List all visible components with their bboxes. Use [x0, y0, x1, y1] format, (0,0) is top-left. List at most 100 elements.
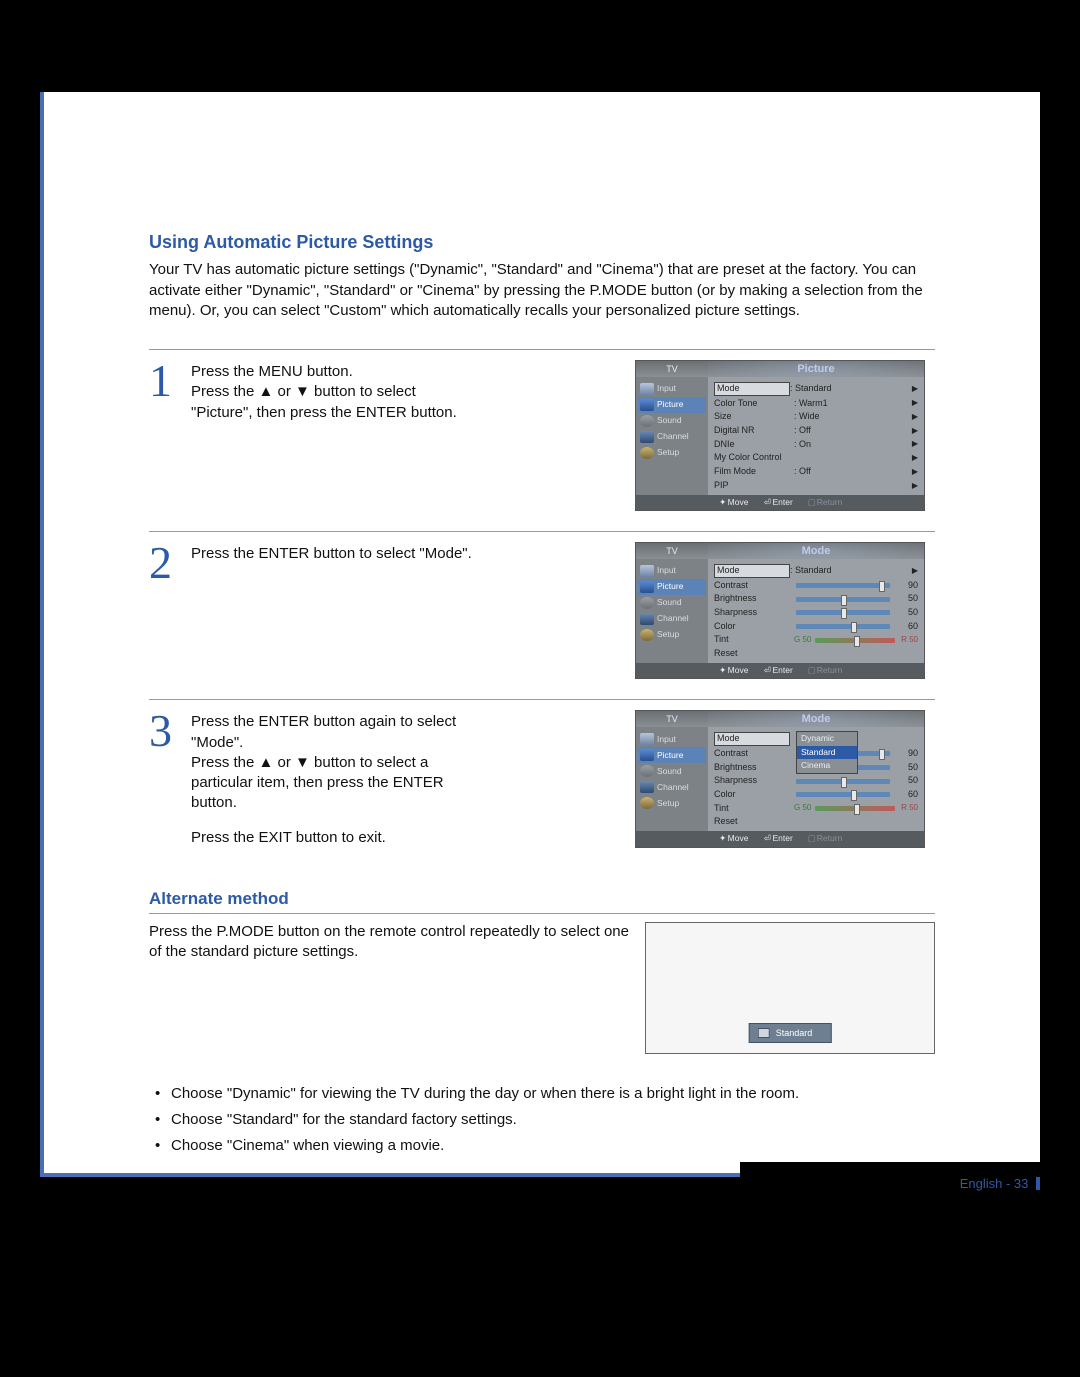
tv-main-panel: Mode: Standard▶ Contrast90 Brightness50 … — [708, 559, 924, 663]
tv-side-label: Channel — [657, 782, 689, 793]
menu-item-label: Brightness — [714, 593, 794, 605]
step-line: "Mode". — [191, 733, 619, 753]
slider-value: 50 — [894, 607, 918, 619]
tv-label: TV — [636, 361, 708, 377]
channel-icon — [640, 781, 654, 793]
pmode-badge: Standard — [749, 1023, 832, 1043]
mode-popup: Dynamic Standard Cinema — [796, 731, 858, 773]
setup-icon — [640, 797, 654, 809]
step-line: button. — [191, 793, 619, 813]
sound-icon — [640, 597, 654, 609]
sound-icon — [640, 765, 654, 777]
tv-footer: ✦Move ⏎Enter ▢Return — [636, 495, 924, 510]
footer-label: Enter — [772, 833, 792, 843]
tv-footer: ✦Move ⏎Enter ▢Return — [636, 663, 924, 678]
menu-item-label: Reset — [714, 648, 794, 660]
menu-item-value: : Off — [794, 425, 910, 437]
footer-label: Move — [728, 833, 749, 843]
menu-item-label: Tint — [714, 803, 794, 815]
tv-side-label: Sound — [657, 766, 682, 777]
tv-side-label: Sound — [657, 415, 682, 426]
intro-text: Your TV has automatic picture settings (… — [149, 260, 935, 321]
setup-icon — [640, 629, 654, 641]
slider-bar — [796, 779, 890, 784]
sound-icon — [640, 415, 654, 427]
step-line: "Picture", then press the ENTER button. — [191, 403, 619, 423]
return-icon: ▢ — [807, 833, 817, 844]
arrow-icon: ▶ — [910, 481, 918, 491]
slider-bar — [796, 610, 890, 615]
tv-side-label: Input — [657, 383, 676, 394]
step-text: Press the ENTER button again to select "… — [191, 710, 627, 848]
slider-bar — [796, 624, 890, 629]
menu-item-label: Brightness — [714, 762, 794, 774]
menu-item-label: My Color Control — [714, 452, 794, 464]
menu-item-value: : Standard — [790, 565, 910, 577]
picture-icon — [640, 399, 654, 411]
slider-bar — [796, 792, 890, 797]
tv-main-panel: Mode: Standard▶ Color Tone: Warm1▶ Size:… — [708, 377, 924, 495]
tv-menu-screenshot-3: TV Mode Input Picture Sound Channel Setu… — [635, 710, 925, 847]
tint-r: R 50 — [901, 803, 918, 813]
step-line: Press the ENTER button again to select — [191, 712, 619, 732]
tv-label: TV — [636, 711, 708, 727]
slider-bar — [815, 806, 895, 811]
input-icon — [640, 733, 654, 745]
arrow-icon: ▶ — [910, 426, 918, 436]
tv-side-label: Picture — [657, 750, 683, 761]
slider-value: 50 — [894, 593, 918, 605]
page-content: Using Automatic Picture Settings Your TV… — [44, 92, 1040, 1162]
tv-menu-screenshot-1: TV Picture Input Picture Sound Channel S… — [635, 360, 925, 511]
page-number: English - 33 — [960, 1175, 1040, 1193]
return-icon: ▢ — [807, 497, 817, 508]
footer-label: Return — [817, 665, 843, 675]
alternate-row: Press the P.MODE button on the remote co… — [149, 913, 935, 1054]
alternate-screenshot: Standard — [645, 922, 935, 1054]
arrow-icon: ▶ — [910, 398, 918, 408]
channel-icon — [640, 431, 654, 443]
menu-item-label: Film Mode — [714, 466, 794, 478]
footer-label: Move — [728, 497, 749, 507]
menu-item-label: Mode — [714, 732, 790, 746]
arrow-icon: ▶ — [910, 453, 918, 463]
tint-g: G 50 — [794, 803, 811, 813]
menu-item-value: : Warm1 — [794, 398, 910, 410]
popup-item: Cinema — [797, 759, 857, 772]
popup-item: Dynamic — [797, 732, 857, 745]
step-number: 1 — [149, 360, 183, 511]
menu-item-label: Color — [714, 621, 794, 633]
menu-item-value: : Off — [794, 466, 910, 478]
menu-item-label: Digital NR — [714, 425, 794, 437]
menu-item-label: Sharpness — [714, 775, 794, 787]
arrow-icon: ▶ — [910, 439, 918, 449]
slider-bar — [796, 597, 890, 602]
tv-sidebar: Input Picture Sound Channel Setup — [636, 727, 708, 831]
step-2: 2 Press the ENTER button to select "Mode… — [149, 531, 935, 699]
step-text: Press the ENTER button to select "Mode". — [191, 542, 627, 679]
step-1: 1 Press the MENU button. Press the ▲ or … — [149, 349, 935, 531]
setup-icon — [640, 447, 654, 459]
tv-side-label: Setup — [657, 447, 679, 458]
menu-item-label: Contrast — [714, 748, 794, 760]
tv-title: Picture — [708, 361, 924, 377]
slider-bar — [796, 583, 890, 588]
step-line: Press the ▲ or ▼ button to select a — [191, 753, 619, 773]
menu-item-label: Reset — [714, 816, 794, 828]
slider-value: 50 — [894, 775, 918, 787]
menu-item-label: Tint — [714, 634, 794, 646]
pmode-label: Standard — [776, 1027, 813, 1039]
menu-item-value: : Standard — [790, 383, 910, 395]
tv-side-label: Sound — [657, 597, 682, 608]
page-number-text: English - 33 — [960, 1176, 1029, 1191]
menu-item-label: DNIe — [714, 439, 794, 451]
step-text: Press the MENU button. Press the ▲ or ▼ … — [191, 360, 627, 511]
menu-item-label: Color — [714, 789, 794, 801]
enter-icon: ⏎ — [762, 497, 772, 508]
input-icon — [640, 383, 654, 395]
alternate-text: Press the P.MODE button on the remote co… — [149, 922, 633, 1054]
input-icon — [640, 565, 654, 577]
step-line: Press the MENU button. — [191, 362, 619, 382]
tv-side-label: Channel — [657, 431, 689, 442]
move-icon: ✦ — [718, 833, 728, 844]
footer-label: Enter — [772, 497, 792, 507]
